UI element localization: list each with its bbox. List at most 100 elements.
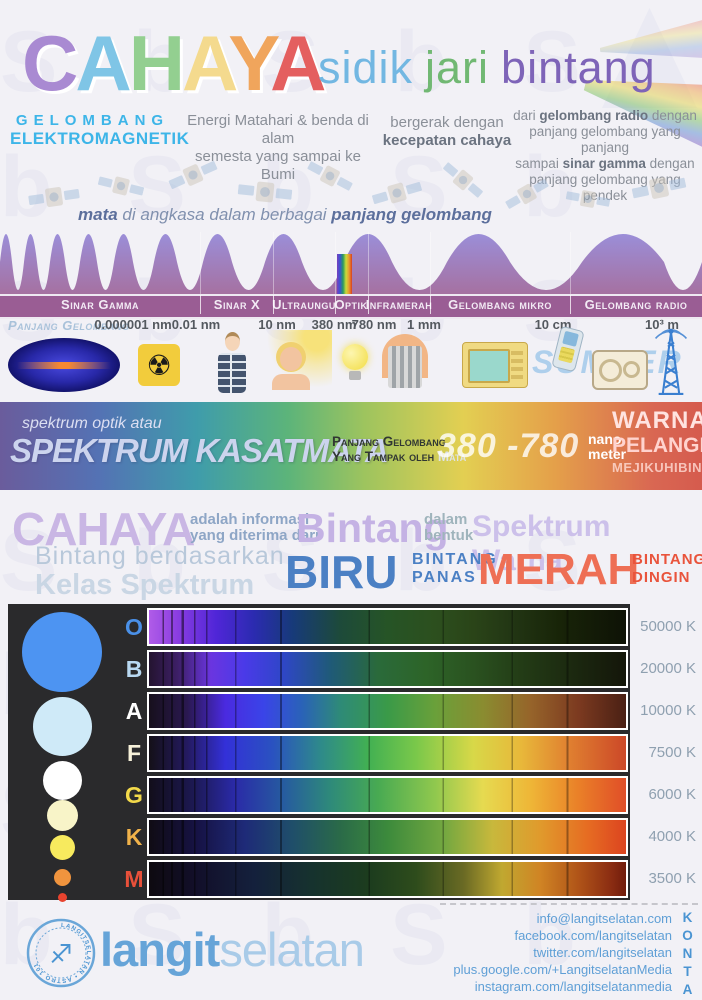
band-divider-line <box>273 232 274 294</box>
wavelength-value: 10³ m <box>645 317 679 332</box>
wavelength-value: 10 nm <box>258 317 296 332</box>
text-span: dengan <box>648 108 697 123</box>
contact-twitter[interactable]: twitter.com/langitselatan <box>533 945 672 960</box>
subtitle-span: Yang Tampak oleh <box>332 449 438 464</box>
text-line: dari gelombang radio dengan <box>512 108 698 124</box>
em-band-bar <box>0 294 702 319</box>
temperature-label: 10000 K <box>640 702 696 719</box>
star-circle-M <box>58 893 67 902</box>
caption-bold: panjang gelombang <box>331 205 492 224</box>
wavelength-value: 780 nm <box>351 317 397 332</box>
text-line: dalam <box>424 511 468 528</box>
warna-line: PELANGI <box>612 434 702 457</box>
text-line: BINTANG <box>412 551 498 568</box>
temperature-label: 7500 K <box>648 744 696 761</box>
subtitle-line: Panjang Gelombang <box>332 434 446 449</box>
star-circle-O <box>22 612 102 692</box>
bintang-word: Bintang <box>296 505 449 551</box>
uv-sunlight-woman-icon <box>262 330 332 396</box>
unit-line: nano <box>588 431 622 447</box>
text-span: sampai <box>515 156 563 171</box>
satellites-caption: mata di angkasa dalam berbagai panjang g… <box>78 205 492 225</box>
satellite-icon <box>565 190 611 208</box>
title-letter: Y <box>228 19 273 107</box>
star-circle-F <box>47 800 78 831</box>
title-letter: A <box>75 19 131 107</box>
satellite-icon <box>97 176 145 196</box>
text-span: dengan <box>645 156 695 171</box>
heading-line: Bintang berdasarkan <box>35 542 285 570</box>
contact-facebook[interactable]: facebook.com/langitselatan <box>514 928 672 943</box>
spectrum-row-K <box>147 818 628 856</box>
band-divider <box>335 295 336 314</box>
wavelength-value: 0.01 nm <box>171 317 221 332</box>
satellite-icon <box>237 181 293 203</box>
title-letter: H <box>128 19 185 107</box>
page-subtitle: sidik jari bintang <box>318 42 668 94</box>
brand-bold: langit <box>100 923 220 976</box>
dalam-bentuk-small: dalam bentuk <box>424 512 473 544</box>
satellite-icon <box>371 182 423 204</box>
caption-bold: mata <box>78 205 118 224</box>
class-letter-A: A <box>125 698 143 724</box>
band-divider <box>570 295 571 314</box>
warna-line: WARNA <box>612 407 702 434</box>
spectrum-row-B <box>147 650 628 688</box>
cahaya-statement-small: adalah informasi yang diterima dari <box>190 512 319 544</box>
visible-band-subtitle: Panjang Gelombang Yang Tampak oleh Mata <box>332 434 466 464</box>
wavelength-value: 380 nm <box>311 317 357 332</box>
contact-instagram[interactable]: instagram.com/langitselatanmedia <box>474 979 672 994</box>
microwave-window <box>468 349 510 383</box>
phone-keys <box>558 346 576 364</box>
bintang-panas-label: BINTANG PANAS <box>412 551 498 587</box>
title-letter: A <box>182 19 231 107</box>
band-divider-line <box>570 232 571 294</box>
electromagnetic-wave-heading: GELOMBANG ELEKTROMAGNETIK <box>10 112 189 149</box>
unit-line: meter <box>588 446 627 462</box>
band-divider <box>368 295 369 314</box>
band-label: Gelombang mikro <box>448 297 552 312</box>
contact-email[interactable]: info@langitselatan.com <box>536 911 672 926</box>
band-divider <box>430 295 431 314</box>
brand-wordmark: langitselatan <box>100 922 365 977</box>
contact-googleplus[interactable]: plus.google.com/+LangitselatanMedia <box>453 962 672 977</box>
temperature-label: 20000 K <box>640 660 696 677</box>
visible-light-window <box>337 254 352 296</box>
xray-head <box>224 332 240 351</box>
spectrum-row-F <box>147 734 628 772</box>
cahaya-statement-word: CAHAYA <box>12 503 195 555</box>
band-label: Optik <box>334 297 368 312</box>
star-circle-A <box>43 761 82 800</box>
class-letter-K: K <box>125 824 143 850</box>
temperature-label: 50000 K <box>640 618 696 635</box>
band-divider-line <box>335 232 336 294</box>
wavelength-range-description: dari gelombang radio dengan panjang gelo… <box>512 108 698 204</box>
text-line: bergerak dengan <box>390 114 504 131</box>
band-divider-line <box>368 232 369 294</box>
text-line: BINTANG <box>632 551 702 568</box>
visible-band-title: SPEKTRUM KASATMATA <box>10 432 389 469</box>
x-ray-skeleton-icon <box>214 332 250 394</box>
wavelength-scale-label: Panjang Gelombang <box>8 318 130 333</box>
caption-text: di angkasa dalam berbagai <box>117 205 332 224</box>
heater-fins <box>388 346 422 388</box>
spektrum-warna-word: Spektrum Warna <box>472 510 611 577</box>
temperature-label: 6000 K <box>648 786 696 803</box>
radio-receiver-icon <box>592 350 648 390</box>
wavelength-value: 0.000001 nm <box>94 317 172 332</box>
text-line: semesta yang sampai ke Bumi <box>195 148 361 183</box>
microwave-panel <box>511 349 523 379</box>
langitselatan-logo: LANGITSELATAN • ASTRO 101 ♐ <box>26 918 96 988</box>
biru-word: BIRU <box>285 546 398 598</box>
brand-light: selatan <box>219 923 365 976</box>
energy-description: Energi Matahari & benda di alam semesta … <box>178 112 378 184</box>
speed-description: bergerak dengan kecepatan cahaya <box>382 114 512 150</box>
radio-dial <box>599 359 622 382</box>
bintang-dingin-label: BINTANG DINGIN <box>632 551 702 587</box>
spectrum-row-O <box>147 608 628 646</box>
radio-dial <box>623 361 640 378</box>
class-letter-M: M <box>124 866 144 892</box>
satellite-icon <box>631 177 687 199</box>
band-label: Sinar Gamma <box>61 297 139 312</box>
